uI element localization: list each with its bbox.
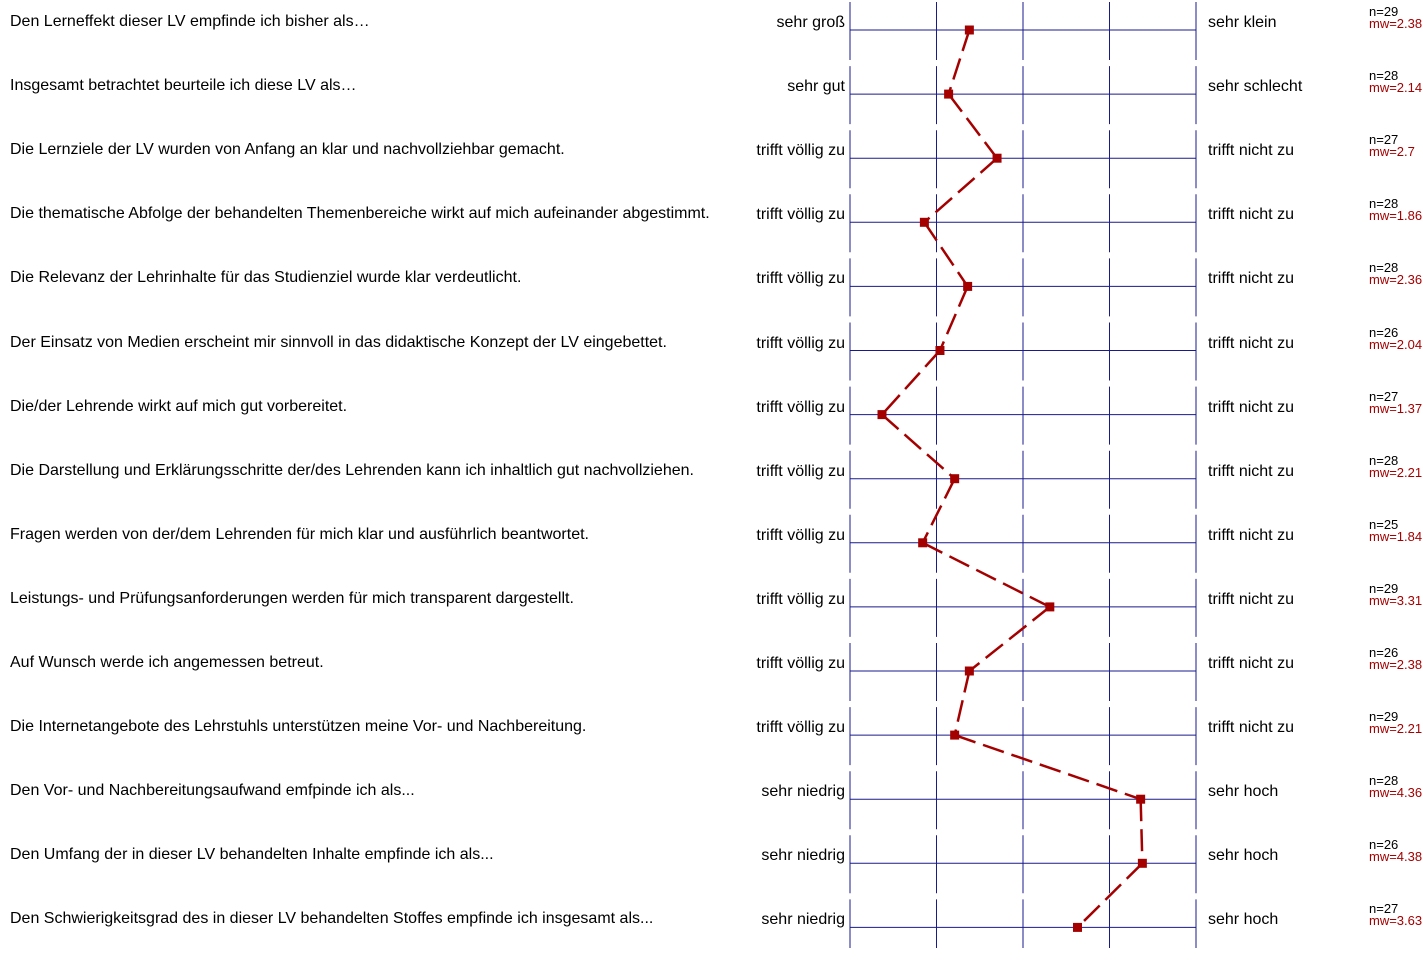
chart-row: Die/der Lehrende wirkt auf mich gut vorb…: [0, 385, 1423, 449]
mean-value-label: mw=1.37: [1369, 400, 1423, 416]
n-count-label: n=28: [1369, 452, 1399, 468]
chart-row: Der Einsatz von Medien erscheint mir sin…: [0, 321, 1423, 385]
chart-row: Den Vor- und Nachbereitungsaufwand emfpi…: [0, 769, 1423, 833]
scale-right-label: sehr hoch: [1208, 783, 1279, 801]
chart-row: Den Schwierigkeitsgrad des in dieser LV …: [0, 897, 1423, 961]
mean-value-label: mw=2.04: [1369, 336, 1423, 352]
chart-row: Die Lernziele der LV wurden von Anfang a…: [0, 128, 1423, 192]
scale-left-label: trifft völlig zu: [756, 398, 845, 416]
question-label: Leistungs- und Prüfungsanforderungen wer…: [10, 589, 574, 607]
n-count-label: n=29: [1369, 580, 1399, 596]
scale-right-label: trifft nicht zu: [1208, 398, 1294, 416]
scale-right-label: trifft nicht zu: [1208, 270, 1294, 288]
question-label: Den Schwierigkeitsgrad des in dieser LV …: [10, 910, 654, 928]
n-count-label: n=29: [1369, 4, 1399, 19]
mean-value-label: mw=2.38: [1369, 16, 1423, 31]
mean-value-label: mw=2.38: [1369, 657, 1423, 672]
scale-left-label: sehr niedrig: [761, 847, 845, 865]
scale-left-label: trifft völlig zu: [756, 655, 845, 672]
n-count-label: n=26: [1369, 837, 1399, 853]
scale-right-label: trifft nicht zu: [1208, 462, 1294, 480]
question-label: Die Relevanz der Lehrinhalte für das Stu…: [10, 269, 522, 287]
mean-value-label: mw=2.36: [1369, 272, 1423, 288]
scale-left-label: sehr niedrig: [761, 783, 845, 801]
n-count-label: n=29: [1369, 709, 1399, 725]
mean-value-label: mw=4.38: [1369, 849, 1423, 865]
question-label: Den Lerneffekt dieser LV empfinde ich bi…: [10, 13, 370, 30]
scale-right-label: trifft nicht zu: [1208, 142, 1294, 160]
chart-row: Die Darstellung und Erklärungsschritte d…: [0, 449, 1423, 513]
scale-left-label: trifft völlig zu: [756, 270, 845, 288]
scale-left-label: trifft völlig zu: [756, 526, 845, 544]
mean-value-label: mw=2.14: [1369, 80, 1423, 96]
n-count-label: n=27: [1369, 388, 1399, 404]
chart-row: Den Lerneffekt dieser LV empfinde ich bi…: [0, 0, 1423, 64]
scale-left-label: sehr groß: [776, 14, 845, 31]
question-label: Die Internetangebote des Lehrstuhls unte…: [10, 718, 587, 736]
question-label: Fragen werden von der/dem Lehrenden für …: [10, 525, 589, 543]
mean-value-label: mw=4.36: [1369, 785, 1423, 801]
question-label: Die/der Lehrende wirkt auf mich gut vorb…: [10, 397, 348, 415]
scale-right-label: trifft nicht zu: [1208, 334, 1294, 352]
scale-right-label: trifft nicht zu: [1208, 655, 1294, 672]
chart-row: Die Relevanz der Lehrinhalte für das Stu…: [0, 256, 1423, 320]
question-label: Den Umfang der in dieser LV behandelten …: [10, 846, 494, 864]
n-count-label: n=28: [1369, 773, 1399, 789]
question-label: Die Lernziele der LV wurden von Anfang a…: [10, 141, 565, 159]
scale-left-label: trifft völlig zu: [756, 590, 845, 608]
scale-left-label: sehr niedrig: [761, 911, 845, 929]
question-label: Die thematische Abfolge der behandelten …: [10, 205, 710, 223]
scale-right-label: trifft nicht zu: [1208, 719, 1294, 737]
question-label: Die Darstellung und Erklärungsschritte d…: [10, 461, 694, 479]
n-count-label: n=27: [1369, 901, 1399, 917]
scale-right-label: sehr hoch: [1208, 911, 1279, 929]
scale-right-label: trifft nicht zu: [1208, 206, 1294, 224]
question-label: Der Einsatz von Medien erscheint mir sin…: [10, 333, 667, 351]
mean-value-label: mw=1.86: [1369, 208, 1423, 224]
mean-value-label: mw=3.63: [1369, 913, 1423, 929]
scale-right-label: sehr schlecht: [1208, 78, 1303, 96]
chart-row: Fragen werden von der/dem Lehrenden für …: [0, 513, 1423, 577]
scale-right-label: sehr hoch: [1208, 847, 1279, 865]
mean-value-label: mw=3.31: [1369, 592, 1423, 608]
mean-value-label: mw=2.7: [1369, 144, 1415, 160]
n-count-label: n=26: [1369, 645, 1399, 660]
n-count-label: n=28: [1369, 196, 1399, 212]
scale-left-label: trifft völlig zu: [756, 334, 845, 352]
chart-row: Leistungs- und Prüfungsanforderungen wer…: [0, 577, 1423, 641]
n-count-label: n=28: [1369, 260, 1399, 276]
scale-left-label: trifft völlig zu: [756, 462, 845, 480]
question-label: Den Vor- und Nachbereitungsaufwand emfpi…: [10, 782, 415, 800]
mean-value-label: mw=2.21: [1369, 721, 1423, 737]
scale-left-label: trifft völlig zu: [756, 206, 845, 224]
chart-row: Die Internetangebote des Lehrstuhls unte…: [0, 705, 1423, 769]
question-label: Insgesamt betrachtet beurteile ich diese…: [10, 77, 357, 95]
chart-row: Auf Wunsch werde ich angemessen betreut.…: [0, 641, 1423, 705]
scale-right-label: sehr klein: [1208, 14, 1277, 31]
chart-row: Insgesamt betrachtet beurteile ich diese…: [0, 64, 1423, 128]
scale-right-label: trifft nicht zu: [1208, 526, 1294, 544]
scale-left-label: trifft völlig zu: [756, 142, 845, 160]
question-label: Auf Wunsch werde ich angemessen betreut.: [10, 654, 324, 671]
scale-left-label: trifft völlig zu: [756, 719, 845, 737]
n-count-label: n=28: [1369, 68, 1399, 84]
n-count-label: n=25: [1369, 516, 1399, 532]
mean-value-label: mw=2.21: [1369, 464, 1423, 480]
scale-left-label: sehr gut: [787, 78, 845, 96]
chart-row: Den Umfang der in dieser LV behandelten …: [0, 833, 1423, 897]
scale-right-label: trifft nicht zu: [1208, 590, 1294, 608]
chart-row: Die thematische Abfolge der behandelten …: [0, 192, 1423, 256]
mean-value-label: mw=1.84: [1369, 528, 1423, 544]
n-count-label: n=27: [1369, 132, 1399, 148]
n-count-label: n=26: [1369, 324, 1399, 340]
